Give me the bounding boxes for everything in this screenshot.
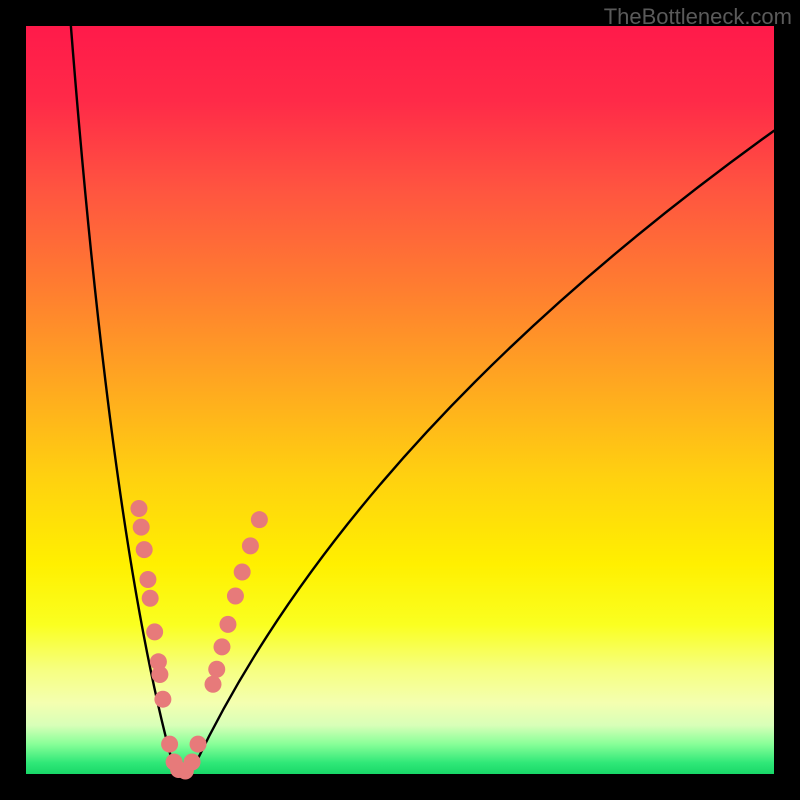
data-point (251, 511, 268, 528)
chart-frame: TheBottleneck.com (0, 0, 800, 800)
data-point (213, 638, 230, 655)
data-point (146, 623, 163, 640)
data-point (151, 666, 168, 683)
data-point (136, 541, 153, 558)
attribution-text: TheBottleneck.com (604, 4, 792, 30)
data-point (130, 500, 147, 517)
data-point (227, 587, 244, 604)
data-point (205, 676, 222, 693)
data-point (142, 590, 159, 607)
data-point (208, 661, 225, 678)
data-point (154, 691, 171, 708)
data-point (234, 564, 251, 581)
gradient-plot-area (26, 26, 774, 774)
bottleneck-chart (0, 0, 800, 800)
data-point (219, 616, 236, 633)
data-point (139, 571, 156, 588)
data-point (190, 736, 207, 753)
data-point (184, 754, 201, 771)
data-point (133, 519, 150, 536)
data-point (161, 736, 178, 753)
data-point (242, 537, 259, 554)
